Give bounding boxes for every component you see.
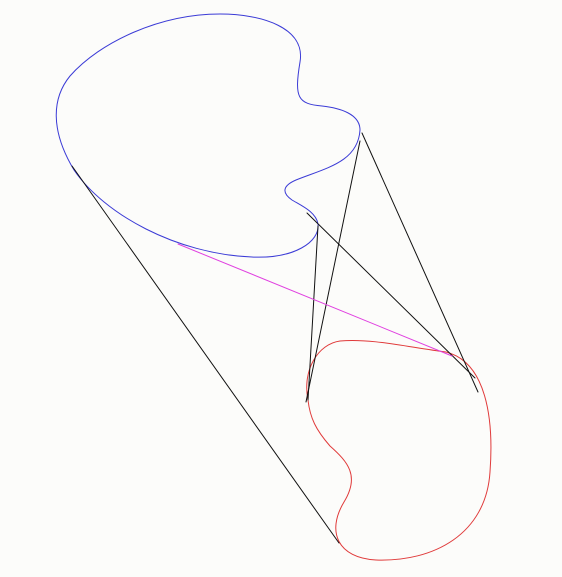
outer-left-tangent-line [71,165,340,544]
upper-blue-shape [55,13,361,258]
lower-red-shape [306,339,492,561]
inner-cross-line-a [305,140,361,403]
inner-cross-line-c [306,212,476,379]
outer-right-tangent-line [361,132,479,393]
highlight-bridge-line [177,243,453,357]
inner-cross-line-b [307,225,319,401]
